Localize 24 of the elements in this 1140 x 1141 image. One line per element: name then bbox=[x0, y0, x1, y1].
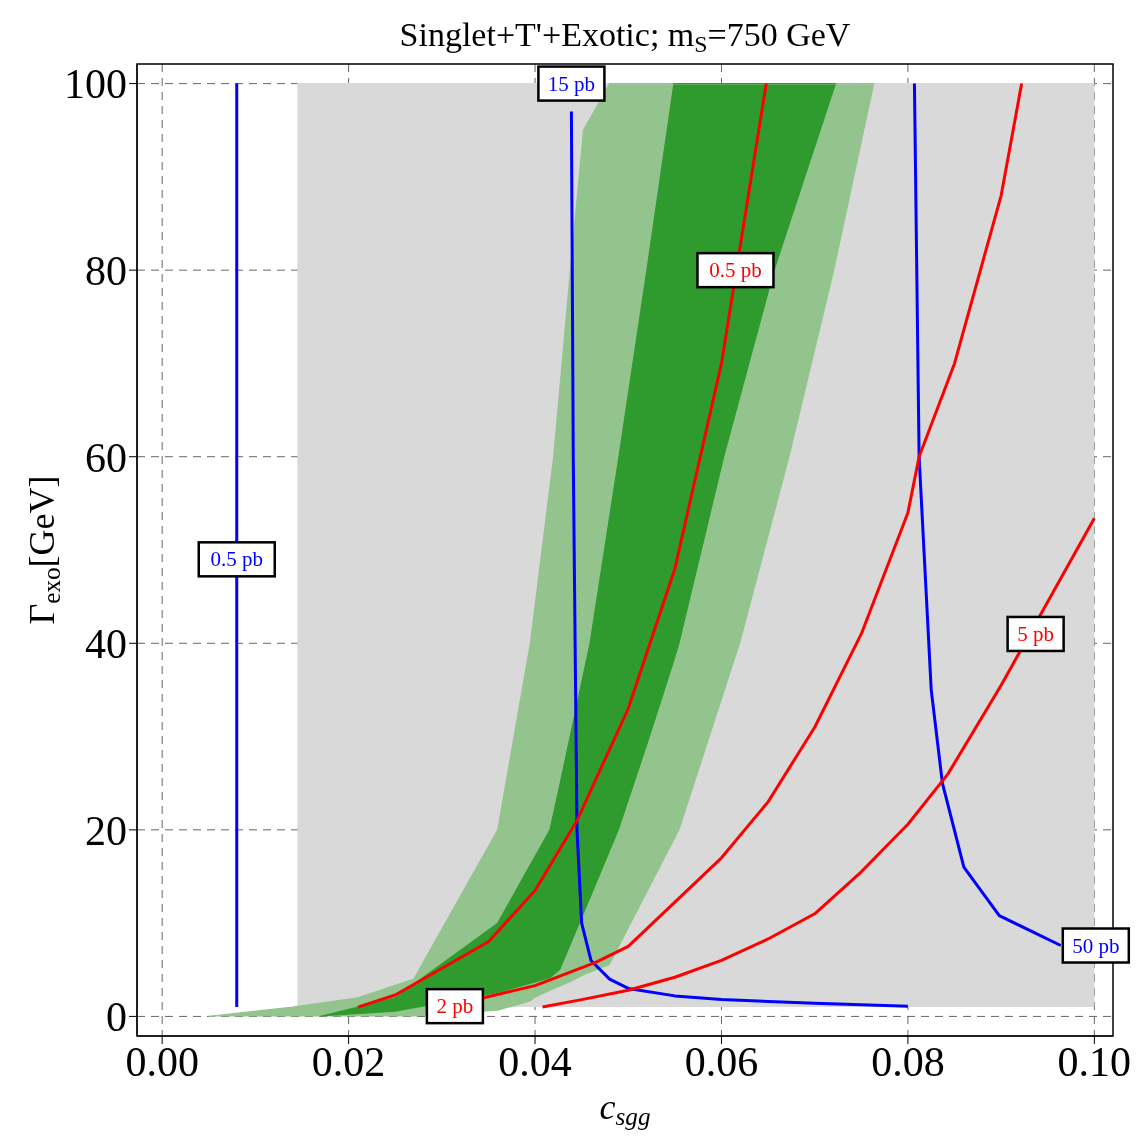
annotation: 2 pb bbox=[436, 994, 474, 1019]
y-tick-label: 80 bbox=[85, 248, 127, 295]
x-tick-label: 0.02 bbox=[311, 1038, 386, 1085]
line-series bbox=[235, 82, 239, 1009]
x-tick-label: 0.08 bbox=[871, 1038, 945, 1085]
x-tick-label: 0.04 bbox=[498, 1038, 572, 1085]
y-tick-label: 40 bbox=[85, 621, 127, 668]
annotation: 0.5 pb bbox=[709, 258, 762, 283]
line-series bbox=[569, 110, 910, 1008]
x-tick-label: 0.00 bbox=[125, 1038, 199, 1085]
y-tick-label: 20 bbox=[85, 807, 127, 854]
annotation: 0.5 pb bbox=[210, 547, 263, 572]
line-series bbox=[541, 516, 1096, 1009]
chart-title: Singlet+T'+Exotic; m$_{S}$=750 GeV bbox=[399, 16, 851, 57]
y-tick-label: 60 bbox=[85, 434, 127, 481]
x-tick-label: 0.06 bbox=[684, 1038, 759, 1085]
x-axis-title: c$_{sgg}$ bbox=[599, 1087, 651, 1131]
annotation: 15 pb bbox=[547, 71, 596, 96]
annotation: 5 pb bbox=[1017, 621, 1054, 646]
line-series bbox=[912, 82, 1063, 948]
y-tick-label: 0 bbox=[106, 994, 127, 1041]
annotation: 50 pb bbox=[1072, 933, 1120, 958]
x-tick-label: 0.10 bbox=[1057, 1038, 1132, 1085]
y-tick-label: 100 bbox=[64, 61, 127, 108]
